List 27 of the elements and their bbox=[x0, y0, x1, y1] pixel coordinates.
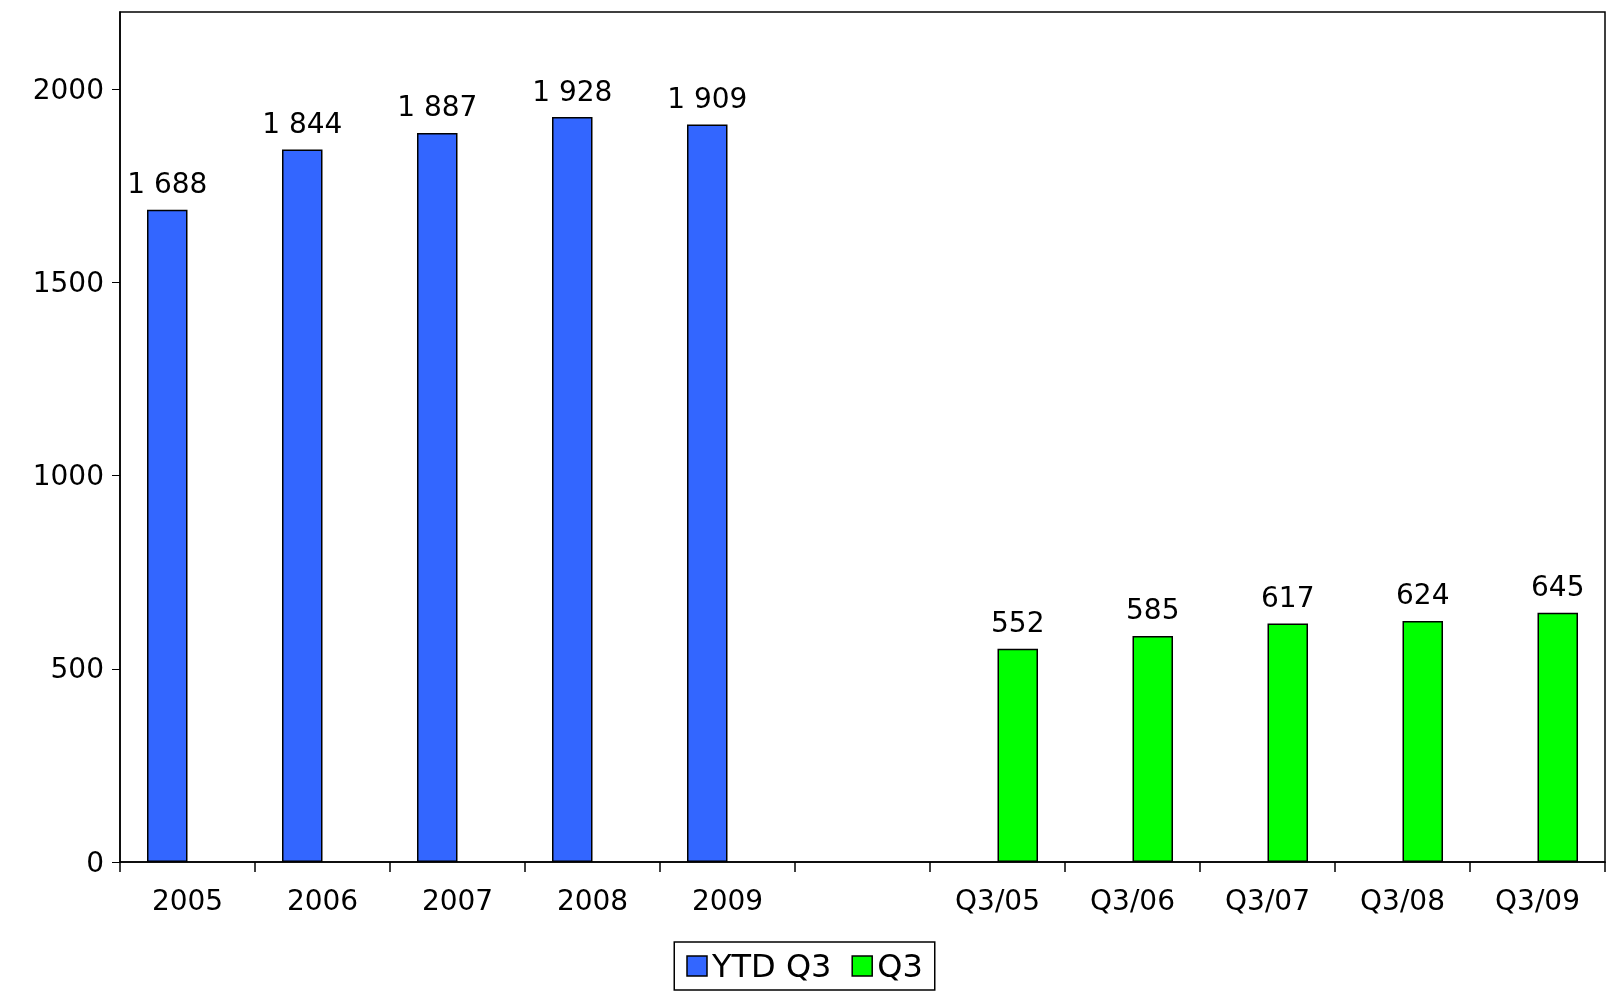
data-label: 1 688 bbox=[127, 167, 208, 201]
y-tick-label: 500 bbox=[50, 652, 104, 686]
y-tick-label: 2000 bbox=[32, 72, 104, 106]
x-tick-label: Q3/06 bbox=[1090, 883, 1175, 917]
x-tick-label: 2008 bbox=[556, 883, 629, 917]
data-label: 624 bbox=[1396, 578, 1450, 612]
x-tick-label: 2005 bbox=[151, 883, 224, 917]
legend-label: YTD Q3 bbox=[711, 947, 832, 985]
x-tick-label: Q3/09 bbox=[1495, 883, 1580, 917]
legend-label: Q3 bbox=[877, 947, 923, 985]
x-tick-label: 2006 bbox=[286, 883, 359, 917]
y-tick-label: 1500 bbox=[32, 265, 104, 299]
data-label: 585 bbox=[1126, 593, 1180, 627]
y-tick-label: 0 bbox=[86, 845, 104, 879]
data-label: 1 844 bbox=[262, 107, 343, 141]
x-tick-label: Q3/05 bbox=[955, 883, 1040, 917]
data-label: 645 bbox=[1531, 570, 1585, 604]
data-label: 617 bbox=[1261, 581, 1315, 615]
x-tick-label: Q3/08 bbox=[1360, 883, 1445, 917]
x-tick-label: 2009 bbox=[691, 883, 764, 917]
y-tick-label: 1000 bbox=[32, 459, 104, 493]
x-tick-label: 2007 bbox=[421, 883, 494, 917]
data-label: 1 887 bbox=[397, 90, 478, 124]
x-tick-label: Q3/07 bbox=[1225, 883, 1310, 917]
data-label: 552 bbox=[991, 606, 1045, 640]
data-label: 1 928 bbox=[532, 74, 613, 108]
data-label: 1 909 bbox=[667, 81, 748, 115]
